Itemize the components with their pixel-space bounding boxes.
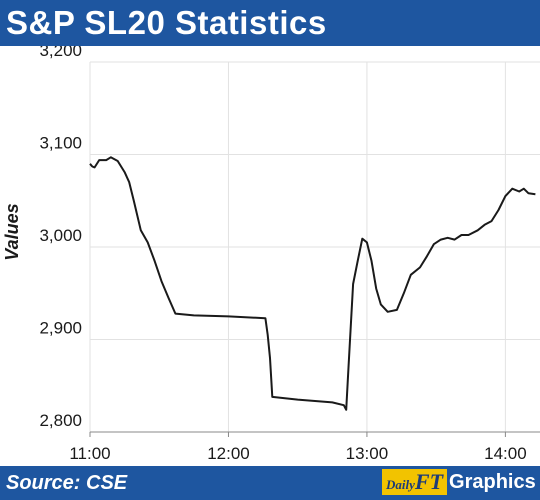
x-tick-label: 14:00	[484, 444, 527, 463]
y-tick-label: 3,000	[39, 226, 82, 245]
brand-logo: DailyFT Graphics	[382, 469, 536, 497]
series-line	[89, 156, 536, 411]
y-tick-label: 3,100	[39, 134, 82, 153]
brand-graphics: Graphics	[449, 471, 536, 493]
y-tick-label: 2,900	[39, 319, 82, 338]
y-tick-label: 2,800	[39, 411, 82, 430]
x-tick-label: 11:00	[69, 444, 110, 463]
line-chart: Values 2,800 2,900 3,000 3,100 3,200 11:00 12:…	[2, 46, 540, 463]
y-tick-label: 3,200	[39, 46, 82, 60]
brand-ft: FT	[414, 469, 444, 494]
brand-daily: Daily	[386, 477, 415, 492]
x-tick-label: 12:00	[207, 444, 250, 463]
chart-title: S&P SL20 Statistics	[6, 4, 327, 41]
footer-bar: Source: CSE DailyFT Graphics	[0, 466, 540, 500]
x-tick-label: 13:00	[346, 444, 389, 463]
y-axis-label: Values	[2, 203, 22, 260]
source-note: Source: CSE	[6, 472, 128, 494]
title-bar: S&P SL20 Statistics	[0, 0, 540, 46]
brand-mark: DailyFT	[382, 469, 448, 495]
